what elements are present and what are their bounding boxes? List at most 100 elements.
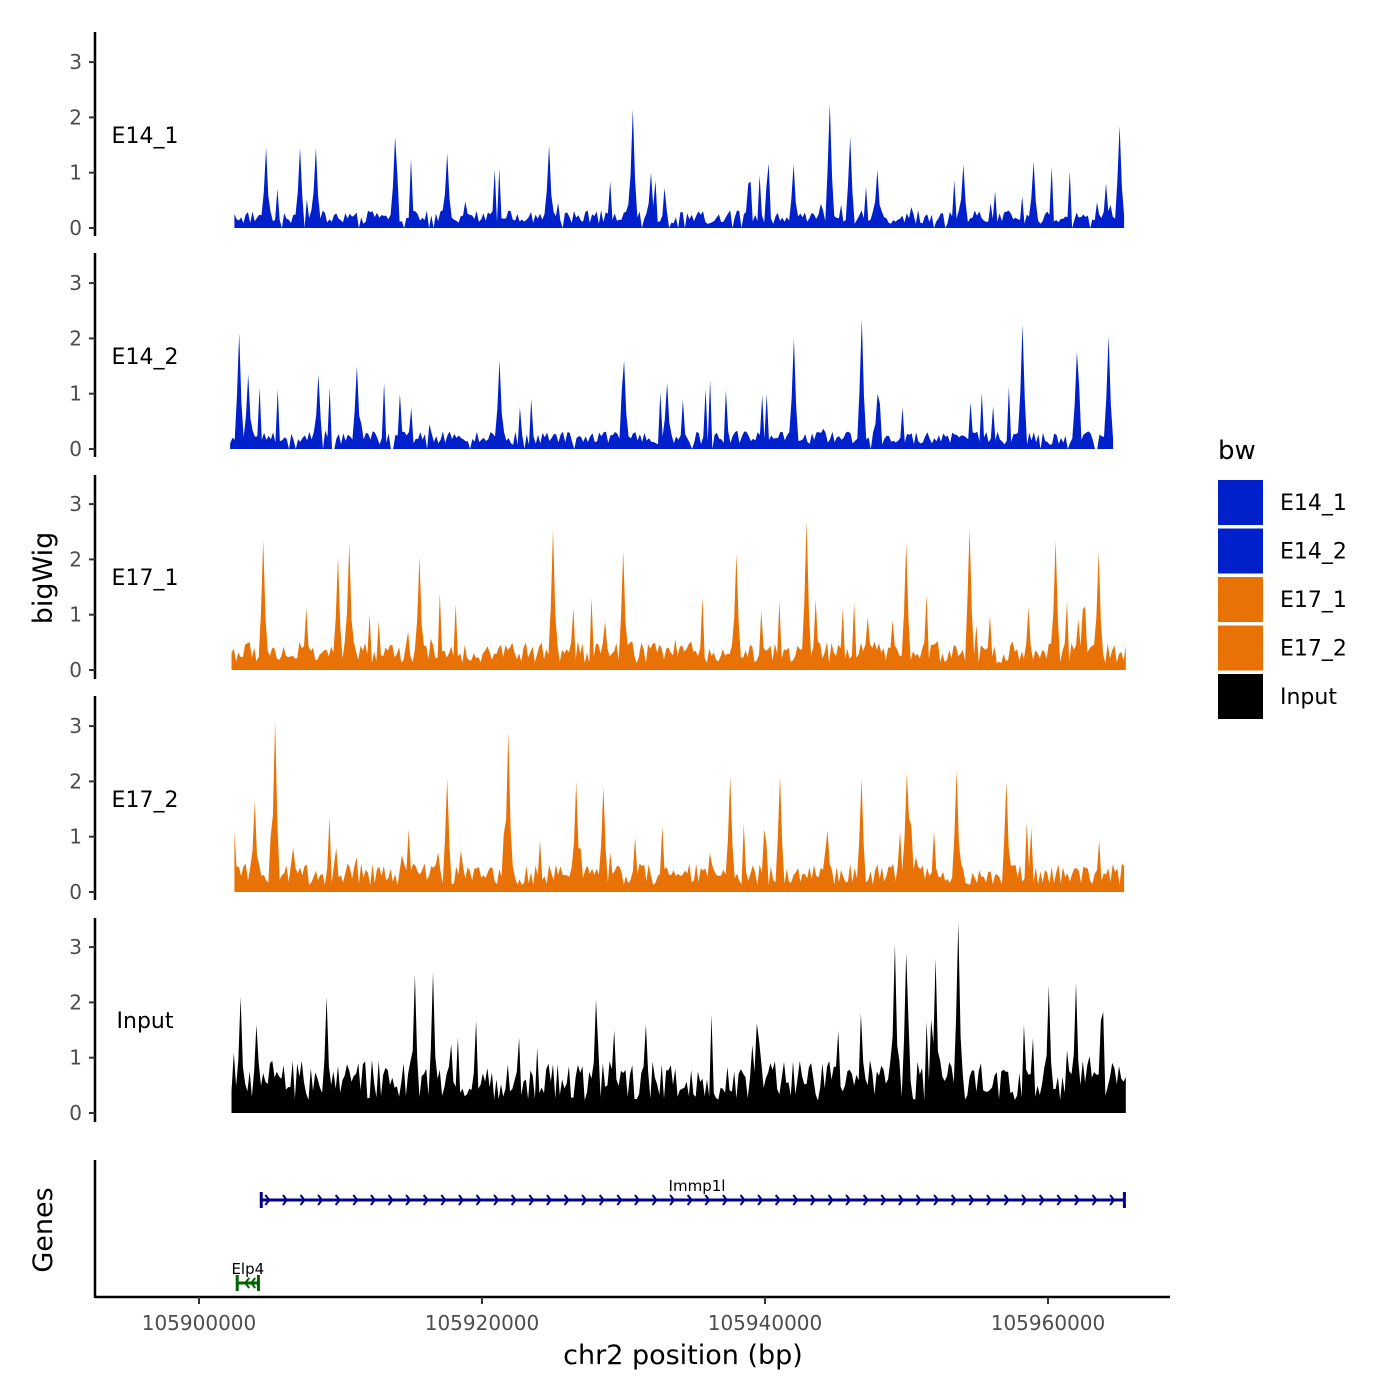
strand-arrow <box>968 1194 975 1206</box>
strand-arrow <box>422 1194 429 1206</box>
strand-arrow <box>827 1194 834 1206</box>
strand-arrow <box>669 1194 676 1206</box>
strand-arrow <box>774 1194 781 1206</box>
x-tick-label: 105960000 <box>991 1311 1106 1335</box>
strand-arrow <box>440 1194 447 1206</box>
strand-arrow <box>1038 1194 1045 1206</box>
strand-arrow <box>458 1194 465 1206</box>
signal-area <box>231 922 1126 1113</box>
track-label: E17_2 <box>112 788 179 813</box>
gene-label: Elp4 <box>231 1260 264 1278</box>
strand-arrow <box>370 1194 377 1206</box>
track-e17-2: 0 1 2 3 E17_2 <box>69 696 1125 904</box>
strand-arrow <box>1056 1194 1063 1206</box>
strand-arrow <box>898 1194 905 1206</box>
strand-arrow <box>1091 1194 1098 1206</box>
y-tick-label: 3 <box>69 50 82 74</box>
strand-arrow <box>598 1194 605 1206</box>
y-tick-label: 3 <box>69 271 82 295</box>
legend-label: E17_1 <box>1280 588 1347 613</box>
y-tick-label: 3 <box>69 492 82 516</box>
legend-swatch <box>1218 674 1263 719</box>
strand-arrow <box>493 1194 500 1206</box>
legend-label: E17_2 <box>1280 637 1347 662</box>
legend-entry: E14_1 <box>1218 480 1347 525</box>
legend-entry: E17_2 <box>1218 625 1347 671</box>
gene-elp4: Elp4 <box>231 1260 264 1291</box>
strand-arrow <box>634 1194 641 1206</box>
strand-arrow <box>686 1194 693 1206</box>
y-tick-label: 2 <box>69 990 82 1014</box>
y-tick-label: 1 <box>69 825 82 849</box>
y-tick-label: 2 <box>69 326 82 350</box>
track-label: Input <box>117 1009 174 1034</box>
y-tick-label: 0 <box>69 880 82 904</box>
strand-arrow <box>880 1194 887 1206</box>
legend-entry: E14_2 <box>1218 528 1347 574</box>
strand-arrow <box>282 1194 289 1206</box>
legend-swatch <box>1218 577 1263 622</box>
strand-arrow <box>475 1194 482 1206</box>
gene-label: Immp1l <box>669 1177 726 1195</box>
strand-arrow <box>352 1194 359 1206</box>
track-e14-2: 0 1 2 3 E14_2 <box>69 253 1114 461</box>
genes-panel-title: Genes <box>28 1187 59 1272</box>
strand-arrow <box>950 1194 957 1206</box>
legend-label: E14_2 <box>1280 540 1347 565</box>
x-tick-label: 105920000 <box>425 1311 540 1335</box>
strand-arrow <box>264 1194 271 1206</box>
strand-arrow <box>739 1194 746 1206</box>
track-label: E17_1 <box>112 566 179 591</box>
gene-immp1l: Immp1l <box>259 1177 1126 1208</box>
gene-annotation-panel: Immp1l Elp4 <box>93 1160 1126 1298</box>
y-tick-label: 0 <box>69 658 82 682</box>
y-tick-label: 0 <box>69 216 82 240</box>
strand-arrow <box>722 1194 729 1206</box>
strand-arrow <box>581 1194 588 1206</box>
strand-arrow <box>528 1194 535 1206</box>
legend-title: bw <box>1218 436 1256 466</box>
strand-arrow <box>387 1194 394 1206</box>
track-e17-1: 0 1 2 3 E17_1 <box>69 475 1126 682</box>
x-tick-label: 105940000 <box>708 1311 823 1335</box>
track-input: 0 1 2 3 Input <box>69 918 1126 1125</box>
y-tick-label: 2 <box>69 769 82 793</box>
strand-arrow <box>334 1194 341 1206</box>
track-e14-1: 0 1 2 3 E14_1 <box>69 32 1125 240</box>
strand-arrow <box>1021 1194 1028 1206</box>
strand-arrow <box>862 1194 869 1206</box>
legend-swatch <box>1218 528 1263 574</box>
strand-arrow <box>1074 1194 1081 1206</box>
strand-arrow <box>1109 1194 1116 1206</box>
legend-label: Input <box>1280 685 1337 710</box>
y-tick-label: 0 <box>69 1101 82 1125</box>
strand-arrow <box>810 1194 817 1206</box>
legend-entry: E17_1 <box>1218 577 1347 622</box>
y-tick-label: 2 <box>69 547 82 571</box>
signal-area <box>231 520 1126 670</box>
strand-arrow <box>792 1194 799 1206</box>
strand-arrow <box>317 1194 324 1206</box>
legend-entry: Input <box>1218 674 1337 719</box>
y-tick-label: 3 <box>69 935 82 959</box>
track-label: E14_1 <box>112 124 179 149</box>
strand-arrow <box>651 1194 658 1206</box>
y-tick-label: 1 <box>69 382 82 406</box>
y-axis-title: bigWig <box>28 532 59 625</box>
strand-arrow <box>704 1194 711 1206</box>
track-label: E14_2 <box>112 345 179 370</box>
legend-label: E14_1 <box>1280 491 1347 516</box>
strand-arrow <box>243 1277 250 1289</box>
x-axis: 105900000 105920000 105940000 105960000 <box>95 1295 1170 1335</box>
y-tick-label: 3 <box>69 714 82 738</box>
legend-swatch <box>1218 625 1263 671</box>
strand-arrow <box>405 1194 412 1206</box>
signal-area <box>230 319 1114 449</box>
strand-arrow <box>563 1194 570 1206</box>
y-tick-label: 1 <box>69 161 82 185</box>
signal-area <box>234 720 1125 892</box>
strand-arrow <box>249 1277 256 1289</box>
strand-arrow <box>510 1194 517 1206</box>
strand-arrow <box>915 1194 922 1206</box>
